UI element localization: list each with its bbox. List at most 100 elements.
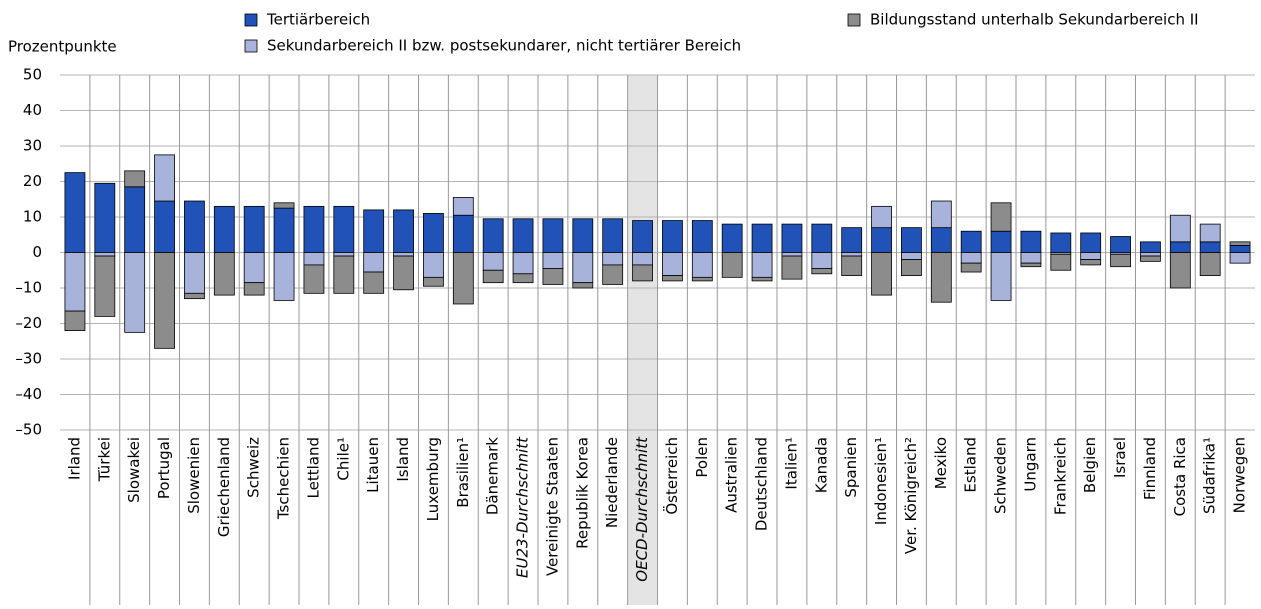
x-tick-label: Estland bbox=[962, 437, 980, 493]
bar-segment bbox=[333, 205, 355, 253]
y-tick-label: 0 bbox=[32, 243, 42, 261]
bar-segment bbox=[303, 252, 325, 266]
y-tick-label: –10 bbox=[15, 279, 42, 297]
x-tick-label: Costa Rica bbox=[1171, 437, 1189, 516]
x-tick-label: Norwegen bbox=[1231, 437, 1249, 513]
bar-segment bbox=[154, 200, 175, 253]
bar-segment bbox=[751, 276, 773, 282]
bar-segment bbox=[901, 259, 922, 276]
bar-segment bbox=[243, 282, 265, 296]
bar-segment bbox=[124, 170, 146, 188]
bar-segment bbox=[1080, 232, 1102, 253]
bar-segment bbox=[393, 209, 414, 253]
bar-segment bbox=[1110, 236, 1131, 253]
x-tick-label: Portugal bbox=[155, 437, 173, 499]
bar-segment bbox=[243, 252, 265, 284]
bar-segment bbox=[841, 252, 863, 257]
x-tick-label: Deutschland bbox=[753, 437, 771, 531]
y-tick-label: 10 bbox=[23, 208, 42, 226]
bar-segment bbox=[363, 252, 385, 273]
y-tick-label: 50 bbox=[23, 66, 42, 84]
bar-segment bbox=[1020, 262, 1042, 268]
bar-segment bbox=[393, 252, 414, 257]
bar-segment bbox=[184, 252, 205, 294]
bar-segment bbox=[811, 268, 833, 275]
x-tick-label: Finnland bbox=[1141, 437, 1159, 500]
legend-label: Sekundarbereich II bzw. postsekundarer, … bbox=[267, 37, 741, 55]
x-tick-label: Irland bbox=[65, 437, 83, 480]
x-tick-label: Frankreich bbox=[1051, 437, 1069, 515]
x-tick-label: Schweden bbox=[992, 437, 1010, 514]
x-tick-label: OECD-Durchschnitt bbox=[633, 436, 651, 582]
bar-segment bbox=[960, 230, 982, 253]
bar-segment bbox=[124, 252, 146, 333]
x-tick-label: Polen bbox=[693, 437, 711, 478]
x-tick-label: Griechenland bbox=[215, 437, 233, 537]
bar-segment bbox=[363, 209, 385, 253]
bar-segment bbox=[94, 252, 116, 257]
bar-segment bbox=[184, 200, 205, 253]
bar-segment bbox=[482, 269, 504, 284]
bar-segment bbox=[1169, 252, 1191, 289]
bar-segment bbox=[811, 223, 833, 253]
x-tick-label: Österreich bbox=[662, 437, 681, 515]
bar-segment bbox=[721, 252, 743, 278]
x-tick-label: Luxemburg bbox=[424, 437, 442, 521]
x-tick-label: Indonesien¹ bbox=[872, 437, 890, 525]
bar-segment bbox=[64, 172, 86, 253]
bar-segment bbox=[811, 252, 833, 269]
bar-segment bbox=[1140, 241, 1161, 253]
y-axis-label: Prozentpunkte bbox=[8, 38, 117, 56]
bar-segment bbox=[482, 218, 504, 253]
bar-segment bbox=[602, 264, 624, 285]
x-tick-label: Südafrika¹ bbox=[1201, 437, 1219, 514]
bar-segment bbox=[990, 202, 1012, 232]
bar-segment bbox=[572, 282, 594, 289]
y-tick-label: 30 bbox=[23, 137, 42, 155]
bar-segment bbox=[64, 310, 86, 332]
y-tick-label: 40 bbox=[23, 101, 42, 119]
bar-segment bbox=[542, 252, 564, 269]
bar-segment bbox=[154, 252, 175, 349]
x-tick-label: Ver. Königreich² bbox=[902, 437, 920, 554]
x-tick-label: Türkei bbox=[95, 437, 113, 482]
bar-segment bbox=[1080, 252, 1102, 260]
bar-segment bbox=[662, 275, 683, 282]
bar-segment bbox=[901, 252, 922, 260]
bar-segment bbox=[1199, 223, 1221, 243]
bar-segment bbox=[691, 276, 713, 282]
bar-segment bbox=[1199, 241, 1221, 253]
y-tick-label: –40 bbox=[15, 385, 42, 403]
bar-segment bbox=[1169, 241, 1191, 253]
bar-segment bbox=[273, 207, 295, 253]
bar-segment bbox=[154, 154, 175, 202]
bar-segment bbox=[572, 252, 594, 284]
y-tick-label: 20 bbox=[23, 172, 42, 190]
bar-segment bbox=[1110, 253, 1131, 268]
legend-label: Tertiärbereich bbox=[266, 11, 370, 29]
bar-segment bbox=[1050, 253, 1072, 271]
bar-segment bbox=[363, 271, 385, 294]
bar-segment bbox=[452, 252, 474, 305]
bar-segment bbox=[841, 227, 863, 253]
x-tick-label: EU23-Durchschnitt bbox=[514, 436, 532, 578]
bar-segment bbox=[751, 252, 773, 278]
x-tick-label: Island bbox=[394, 437, 412, 482]
x-tick-label: Chile¹ bbox=[334, 437, 352, 481]
bar-segment bbox=[901, 227, 922, 253]
bar-segment bbox=[243, 205, 265, 253]
bar-segment bbox=[423, 213, 444, 253]
x-tick-label: Spanien bbox=[842, 437, 860, 498]
x-tick-label: Kanada bbox=[812, 437, 830, 493]
bar-segment bbox=[512, 273, 534, 284]
x-tick-label: Australien bbox=[723, 437, 741, 513]
bar-segment bbox=[960, 252, 982, 264]
bar-segment bbox=[662, 220, 683, 253]
x-tick-label: Vereinigte Staaten bbox=[543, 437, 561, 576]
bar-segment bbox=[930, 200, 952, 229]
x-tick-label: Schweiz bbox=[245, 437, 263, 498]
bar-segment bbox=[303, 205, 325, 253]
bar-segment bbox=[1229, 252, 1251, 264]
bar-segment bbox=[273, 252, 295, 301]
bar-segment bbox=[482, 252, 504, 271]
